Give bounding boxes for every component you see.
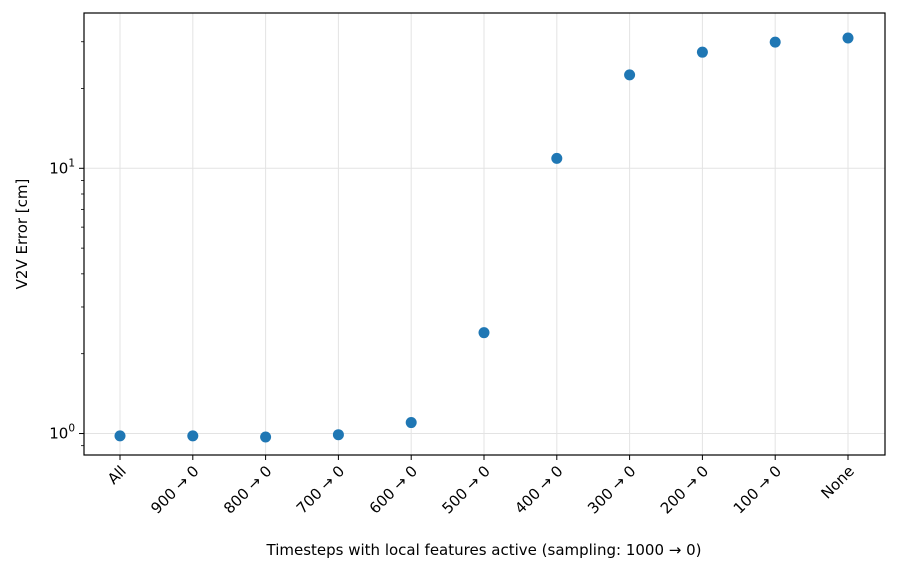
y-axis: 100 101: [49, 41, 84, 447]
data-point: [114, 430, 126, 442]
x-tick-label: All: [104, 462, 130, 488]
data-points: [114, 32, 854, 443]
x-axis-label: Timesteps with local features active (sa…: [266, 541, 702, 559]
data-point: [332, 429, 344, 441]
x-tick-label: None: [817, 462, 857, 502]
data-point: [260, 431, 272, 443]
data-point: [405, 417, 417, 429]
x-tick-label: 900 → 0: [147, 462, 202, 517]
x-tick-label: 300 → 0: [584, 462, 639, 517]
x-axis: All 900 → 0 800 → 0 700 → 0 600 → 0 500 → 0 40…: [104, 455, 858, 517]
x-tick-label: 200 → 0: [657, 462, 712, 517]
data-point: [478, 327, 490, 339]
data-point: [842, 32, 854, 44]
data-point: [187, 430, 199, 442]
data-point: [696, 46, 708, 58]
x-tick-label: 500 → 0: [438, 462, 493, 517]
y-tick-label: 100: [49, 423, 75, 443]
x-tick-label: 700 → 0: [293, 462, 348, 517]
y-tick-label: 101: [49, 157, 75, 177]
x-tick-label: 400 → 0: [511, 462, 566, 517]
x-tick-label: 600 → 0: [366, 462, 421, 517]
y-axis-label: V2V Error [cm]: [13, 179, 31, 290]
data-point: [624, 69, 636, 81]
data-point: [769, 36, 781, 48]
x-tick-label: 800 → 0: [220, 462, 275, 517]
data-point: [551, 152, 563, 164]
x-tick-label: 100 → 0: [730, 462, 785, 517]
gridlines: [84, 13, 885, 455]
